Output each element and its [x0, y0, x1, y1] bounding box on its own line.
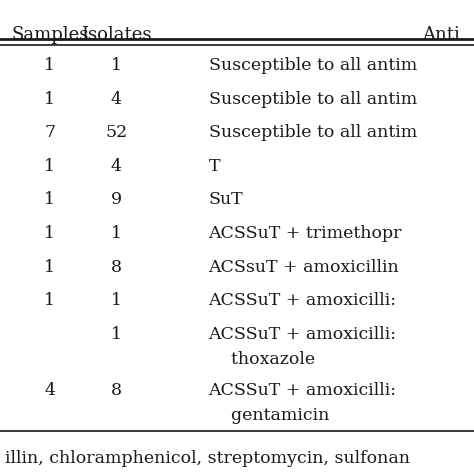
Text: ACSSuT + amoxicilli:: ACSSuT + amoxicilli: [209, 382, 397, 399]
Text: 1: 1 [44, 57, 55, 74]
Text: illin, chloramphenicol, streptomycin, sulfonan: illin, chloramphenicol, streptomycin, su… [5, 450, 410, 467]
Text: 9: 9 [110, 191, 122, 209]
Text: 1: 1 [110, 57, 122, 74]
Text: 1: 1 [44, 91, 55, 108]
Text: 52: 52 [105, 124, 127, 141]
Text: SuT: SuT [209, 191, 243, 209]
Text: Isolates: Isolates [81, 26, 151, 44]
Text: Susceptible to all antim: Susceptible to all antim [209, 124, 417, 141]
Text: gentamicin: gentamicin [209, 407, 329, 424]
Text: 1: 1 [44, 191, 55, 209]
Text: thoxazole: thoxazole [209, 351, 315, 368]
Text: Susceptible to all antim: Susceptible to all antim [209, 57, 417, 74]
Text: 1: 1 [44, 158, 55, 175]
Text: 8: 8 [110, 259, 122, 276]
Text: 1: 1 [44, 292, 55, 310]
Text: 1: 1 [110, 326, 122, 343]
Text: 1: 1 [44, 259, 55, 276]
Text: ACSSuT + amoxicilli:: ACSSuT + amoxicilli: [209, 326, 397, 343]
Text: ACSSuT + trimethopr: ACSSuT + trimethopr [209, 225, 402, 242]
Text: 4: 4 [110, 91, 122, 108]
Text: ACSSuT + amoxicilli:: ACSSuT + amoxicilli: [209, 292, 397, 310]
Text: Susceptible to all antim: Susceptible to all antim [209, 91, 417, 108]
Text: Samples: Samples [11, 26, 89, 44]
Text: T: T [209, 158, 220, 175]
Text: Anti: Anti [422, 26, 460, 44]
Text: 8: 8 [110, 382, 122, 399]
Text: 1: 1 [110, 225, 122, 242]
Text: 1: 1 [110, 292, 122, 310]
Text: 4: 4 [44, 382, 55, 399]
Text: 7: 7 [44, 124, 55, 141]
Text: 4: 4 [110, 158, 122, 175]
Text: 1: 1 [44, 225, 55, 242]
Text: ACSsuT + amoxicillin: ACSsuT + amoxicillin [209, 259, 399, 276]
